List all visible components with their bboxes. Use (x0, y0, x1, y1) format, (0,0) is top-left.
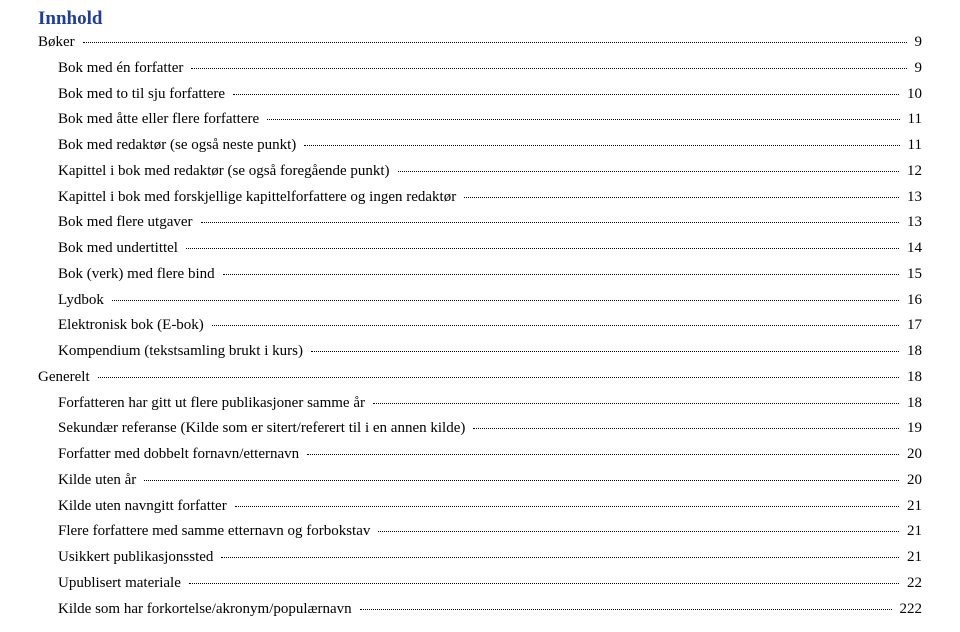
toc-entry[interactable]: Bok med redaktør (se også neste punkt) 11 (38, 135, 922, 157)
toc-leader (186, 248, 899, 249)
toc-entry[interactable]: Elektronisk bok (E-bok) 17 (38, 315, 922, 337)
toc-entry-page: 11 (904, 109, 922, 131)
toc-entry[interactable]: Generelt 18 (38, 367, 922, 389)
toc-entry-page: 17 (903, 315, 922, 337)
toc-entry-label: Lydbok (58, 290, 108, 312)
toc-entry[interactable]: Flere forfattere med samme etternavn og … (38, 521, 922, 543)
toc-leader (311, 351, 899, 352)
toc-entry-page: 13 (903, 212, 922, 234)
toc-entry[interactable]: Bok med åtte eller flere forfattere 11 (38, 109, 922, 131)
toc-entry-page: 15 (903, 264, 922, 286)
toc-entry-label: Forfatter med dobbelt fornavn/etternavn (58, 444, 303, 466)
toc-entry-label: Kilde som har forkortelse/akronym/populæ… (58, 599, 356, 621)
toc-leader (360, 609, 892, 610)
toc-entry[interactable]: Kilde som har forkortelse/akronym/populæ… (38, 599, 922, 621)
toc-leader (83, 42, 907, 43)
toc-entry-label: Kapittel i bok med forskjellige kapittel… (58, 187, 460, 209)
toc-entry-page: 21 (903, 521, 922, 543)
toc-entry-label: Bøker (38, 32, 79, 54)
toc-entry-label: Bok med én forfatter (58, 58, 187, 80)
toc-entry-page: 18 (903, 341, 922, 363)
toc-entry-label: Kilde uten år (58, 470, 140, 492)
toc-entry-page: 20 (903, 444, 922, 466)
toc-leader (378, 531, 899, 532)
toc-entry-label: Kompendium (tekstsamling brukt i kurs) (58, 341, 307, 363)
toc-entry-label: Generelt (38, 367, 94, 389)
toc-entry-label: Bok (verk) med flere bind (58, 264, 219, 286)
toc-entry-page: 14 (903, 238, 922, 260)
toc-entry[interactable]: Bok med to til sju forfattere 10 (38, 84, 922, 106)
toc-entry-label: Bok med redaktør (se også neste punkt) (58, 135, 300, 157)
toc-entry-page: 9 (911, 58, 923, 80)
toc-leader (191, 68, 906, 69)
toc-entry-label: Upublisert materiale (58, 573, 185, 595)
toc-entry-page: 11 (904, 135, 922, 157)
toc-entry[interactable]: Kilde uten år 20 (38, 470, 922, 492)
toc-leader (212, 325, 899, 326)
toc-leader (112, 300, 899, 301)
toc-entry[interactable]: Bok med flere utgaver 13 (38, 212, 922, 234)
toc-entry[interactable]: Upublisert materiale 22 (38, 573, 922, 595)
toc-entry[interactable]: Forfatteren har gitt ut flere publikasjo… (38, 393, 922, 415)
toc-entry[interactable]: Forfatter med dobbelt fornavn/etternavn 2… (38, 444, 922, 466)
toc-entry-page: 18 (903, 393, 922, 415)
toc-leader (304, 145, 899, 146)
toc-entry-page: 12 (903, 161, 922, 183)
toc-leader (235, 506, 899, 507)
page-title: Innhold (38, 8, 922, 30)
toc-entry-page: 13 (903, 187, 922, 209)
toc-leader (144, 480, 899, 481)
toc-entry[interactable]: Bok med én forfatter 9 (38, 58, 922, 80)
toc-entry-page: 18 (903, 367, 922, 389)
toc-entry-page: 16 (903, 290, 922, 312)
toc-entry-page: 22 (903, 573, 922, 595)
toc-entry-label: Bok med åtte eller flere forfattere (58, 109, 263, 131)
toc-leader (223, 274, 899, 275)
toc-entry[interactable]: Sekundær referanse (Kilde som er sitert/… (38, 418, 922, 440)
toc-entry-label: Elektronisk bok (E-bok) (58, 315, 208, 337)
toc-entry-label: Sekundær referanse (Kilde som er sitert/… (58, 418, 469, 440)
toc-leader (373, 403, 899, 404)
toc-entry-page: 21 (903, 496, 922, 518)
toc-leader (221, 557, 899, 558)
toc-entry[interactable]: Usikkert publikasjonssted 21 (38, 547, 922, 569)
toc-entry[interactable]: Lydbok 16 (38, 290, 922, 312)
toc-entry[interactable]: Bok med undertittel 14 (38, 238, 922, 260)
toc-leader (398, 171, 899, 172)
toc-page-container: Innhold Bøker9Bok med én forfatter9Bok m… (0, 0, 960, 632)
toc-entry[interactable]: Kilde uten navngitt forfatter 21 (38, 496, 922, 518)
toc-entry[interactable]: Bøker 9 (38, 32, 922, 54)
toc-entry-label: Kilde uten navngitt forfatter (58, 496, 231, 518)
toc-entry-label: Forfatteren har gitt ut flere publikasjo… (58, 393, 369, 415)
toc-entry-label: Kapittel i bok med redaktør (se også for… (58, 161, 394, 183)
toc-entry-page: 20 (903, 470, 922, 492)
toc-entry-label: Bok med to til sju forfattere (58, 84, 229, 106)
toc-entry[interactable]: Kompendium (tekstsamling brukt i kurs) 18 (38, 341, 922, 363)
toc-leader (189, 583, 899, 584)
toc-entry-label: Usikkert publikasjonssted (58, 547, 217, 569)
toc-list: Bøker 9 Bok med én forfatter 9 Bok med to ti… (38, 32, 922, 620)
toc-leader (267, 119, 899, 120)
toc-leader (307, 454, 899, 455)
toc-entry[interactable]: Kapittel i bok med forskjellige kapittel… (38, 187, 922, 209)
toc-entry-label: Bok med undertittel (58, 238, 182, 260)
toc-leader (473, 428, 899, 429)
toc-entry[interactable]: Bok (verk) med flere bind 15 (38, 264, 922, 286)
toc-entry-page: 19 (903, 418, 922, 440)
toc-entry-page: 222 (896, 599, 923, 621)
toc-leader (233, 94, 899, 95)
toc-entry-page: 10 (903, 84, 922, 106)
toc-entry-label: Bok med flere utgaver (58, 212, 197, 234)
toc-leader (464, 197, 899, 198)
toc-leader (98, 377, 899, 378)
toc-leader (201, 222, 899, 223)
toc-entry-label: Flere forfattere med samme etternavn og … (58, 521, 374, 543)
toc-entry-page: 9 (911, 32, 923, 54)
toc-entry[interactable]: Kapittel i bok med redaktør (se også for… (38, 161, 922, 183)
toc-entry-page: 21 (903, 547, 922, 569)
